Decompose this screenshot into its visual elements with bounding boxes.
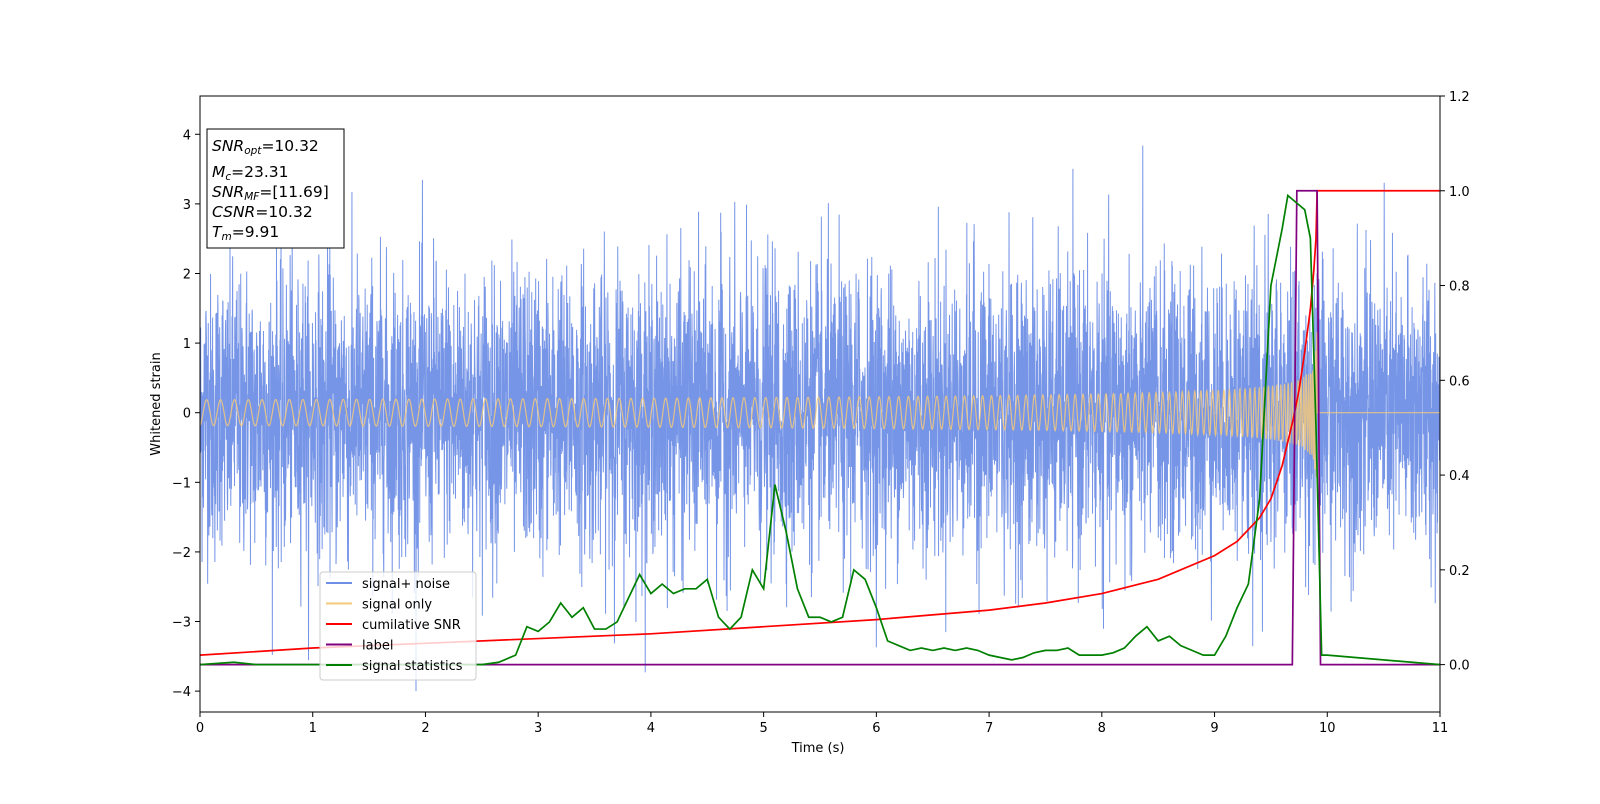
annotation-line: Tm=9.91: [212, 223, 279, 243]
legend-label: signal only: [362, 598, 432, 613]
y-right-tick-label: 0.8: [1449, 280, 1470, 295]
y-axis-label: Whitened strain: [149, 352, 164, 455]
y-left-tick-label: 2: [183, 267, 191, 282]
x-tick-label: 4: [647, 721, 655, 736]
x-tick-label: 11: [1432, 721, 1449, 736]
x-tick-label: 5: [759, 721, 767, 736]
plot-frame: [199, 95, 1441, 713]
y-right-tick-label: 0.4: [1449, 469, 1470, 484]
y-left-tick-label: −4: [172, 685, 191, 700]
y-left-tick-label: 3: [183, 198, 191, 213]
x-tick-label: 6: [872, 721, 880, 736]
legend-label: cumilative SNR: [362, 618, 461, 633]
x-axis-label: Time (s): [791, 741, 845, 756]
annotation-line: SNRopt=10.32: [212, 137, 319, 157]
legend-label: signal+ noise: [362, 577, 450, 592]
y-left-tick-label: 0: [183, 407, 191, 422]
legend-label: label: [362, 639, 393, 654]
x-tick-label: 0: [196, 721, 204, 736]
y-right-tick-label: 1.0: [1449, 185, 1470, 200]
y-right-tick-label: 0.2: [1449, 564, 1470, 579]
series-signal-statistics: [200, 193, 1440, 666]
series-layer: [200, 145, 1440, 692]
y-left-tick-label: 4: [183, 128, 191, 143]
legend-frame: [319, 571, 477, 681]
annotation-line: SNRMF=[11.69]: [212, 183, 329, 203]
y-axis-right: 0.0 0.2 0.4 0.6 0.8 1.0 1.2: [1440, 90, 1470, 674]
x-tick-label: 10: [1319, 721, 1336, 736]
x-tick-label: 3: [534, 721, 542, 736]
y-right-tick-label: 1.2: [1449, 90, 1470, 105]
annotation-line: CSNR=10.32: [212, 203, 313, 221]
legend: signal+ noise signal only cumilative SNR la…: [319, 571, 477, 681]
y-left-tick-label: −3: [172, 616, 191, 631]
series-signal-only: [200, 331, 1440, 478]
x-tick-label: 2: [421, 721, 429, 736]
x-tick-label: 7: [985, 721, 993, 736]
x-axis: 0 1 2 3 4 5 6 7 8 9 10 11: [196, 712, 1448, 736]
annotation-line: Mc=23.31: [212, 163, 289, 183]
series-label: [200, 189, 1440, 666]
y-right-tick-label: 0.0: [1449, 659, 1470, 674]
y-axis-left: −4 −3 −2 −1 0 1 2 3 4: [172, 128, 200, 700]
series-cumulative-snr: [200, 189, 1440, 656]
y-left-tick-label: 1: [183, 337, 191, 352]
y-left-tick-label: −1: [172, 476, 191, 491]
x-tick-label: 9: [1210, 721, 1218, 736]
x-tick-label: 8: [1098, 721, 1106, 736]
annotation-box: SNRopt=10.32 Mc=23.31SNRMF=[11.69]CSNR=10…: [206, 128, 345, 249]
y-left-tick-label: −2: [172, 546, 191, 561]
legend-label: signal statistics: [362, 659, 463, 674]
x-tick-label: 1: [309, 721, 317, 736]
y-right-tick-label: 0.6: [1449, 374, 1470, 389]
